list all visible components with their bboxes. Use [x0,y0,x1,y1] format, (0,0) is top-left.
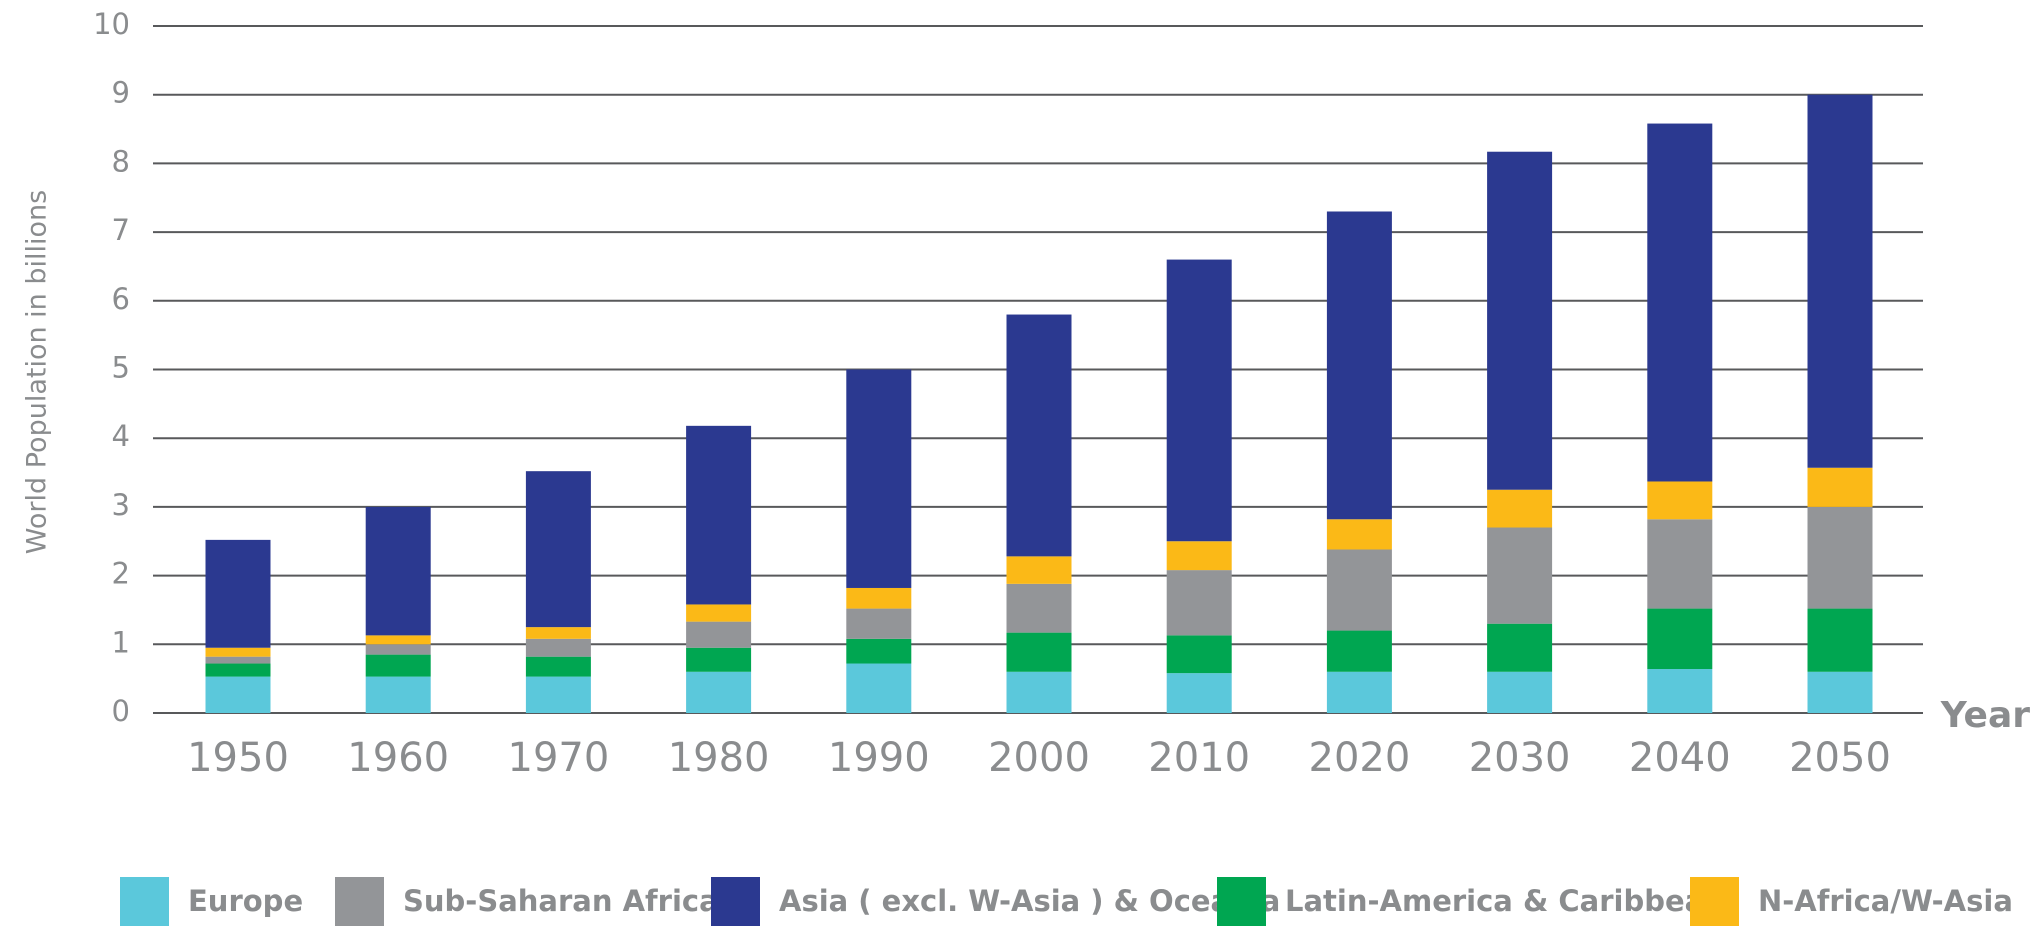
bar-segment [1807,506,1873,609]
bar-segment [686,671,752,713]
bar-segment [525,627,591,639]
y-tick-label: 2 [112,557,130,591]
y-tick-label: 1 [112,625,130,659]
x-tick-label: 2000 [988,735,1090,781]
bar-segment [205,539,271,648]
x-tick-label: 1990 [828,735,930,781]
y-tick-label: 3 [112,488,130,522]
bar-segment [846,608,912,639]
bar-segment [205,647,271,657]
bar-segment [1326,519,1392,550]
bar-segment [1326,630,1392,672]
bar-segment [1647,123,1713,482]
bar-segment [525,676,591,713]
bar-segment [365,506,431,636]
bar-segment [1647,669,1713,713]
bar-segment [365,635,431,645]
bar-segment [1326,549,1392,631]
bar-segment [525,638,591,657]
legend-label: N-Africa/W-Asia [1758,884,2013,918]
bar-segment [1166,259,1232,542]
x-tick-label: 2050 [1789,735,1891,781]
legend-label: Europe [188,884,303,918]
y-tick-label: 9 [112,76,130,110]
bar-segment [1807,671,1873,713]
bar-segment [686,604,752,622]
y-tick-label: 4 [112,419,130,453]
x-axis-label: Year [1940,695,2030,736]
bar-segment [365,654,431,677]
y-tick-label: 0 [112,694,130,728]
bar-segment [365,676,431,713]
x-tick-label: 1970 [508,735,610,781]
legend-label: Sub-Saharan Africa [403,884,719,918]
x-tick-label: 2030 [1469,735,1571,781]
bar-segment [1487,671,1553,713]
legend-swatch [711,877,760,926]
bar-segment [1647,481,1713,520]
bar-segment [1487,151,1553,490]
bar-segment [1647,519,1713,609]
legend-swatch [1690,877,1739,926]
bar-segment [1807,467,1873,507]
bar-segment [686,621,752,648]
bar-segment [525,471,591,628]
bar-segment [686,425,752,605]
bar-segment [1166,673,1232,713]
bar-segment [1807,608,1873,672]
bar-segment [1326,211,1392,520]
bar-segment [525,656,591,677]
bar-segment [1166,635,1232,674]
bar-segment [205,656,271,664]
x-tick-label: 1980 [668,735,770,781]
y-tick-label: 10 [93,7,130,41]
bar-segment [1006,583,1072,633]
bar-segment [1166,570,1232,636]
bar-segment [686,647,752,672]
bar-segment [1166,541,1232,571]
y-tick-label: 5 [112,351,130,385]
bar-segment [1487,489,1553,528]
bar-segment [1807,94,1873,468]
bar-segment [846,369,912,588]
bar-segment [1326,671,1392,713]
bar-segment [205,676,271,713]
x-tick-label: 2040 [1629,735,1731,781]
bar-segment [846,587,912,609]
bar-segment [205,663,271,677]
y-axis-label: World Population in billions [22,190,53,554]
y-tick-label: 7 [112,213,130,247]
x-tick-label: 2020 [1309,735,1411,781]
bar-segment [1006,632,1072,672]
x-tick-label: 1950 [187,735,289,781]
x-tick-label: 1960 [347,735,449,781]
bar-segment [846,638,912,664]
bar-segment [1647,608,1713,670]
legend-swatch [335,877,384,926]
bar-segment [1006,556,1072,584]
bar-segment [1006,314,1072,557]
legend-label: Asia ( excl. W-Asia ) & Oceania [779,884,1280,918]
y-tick-label: 6 [112,282,130,316]
bar-segment [1487,623,1553,672]
y-tick-label: 8 [112,144,130,178]
legend-swatch [1217,877,1266,926]
bar-segment [365,644,431,655]
x-tick-label: 2010 [1148,735,1250,781]
bar-segment [1487,527,1553,624]
legend-swatch [120,877,169,926]
legend-label: Latin-America & Caribbean [1285,884,1725,918]
bar-segment [1006,671,1072,713]
bar-segment [846,663,912,713]
